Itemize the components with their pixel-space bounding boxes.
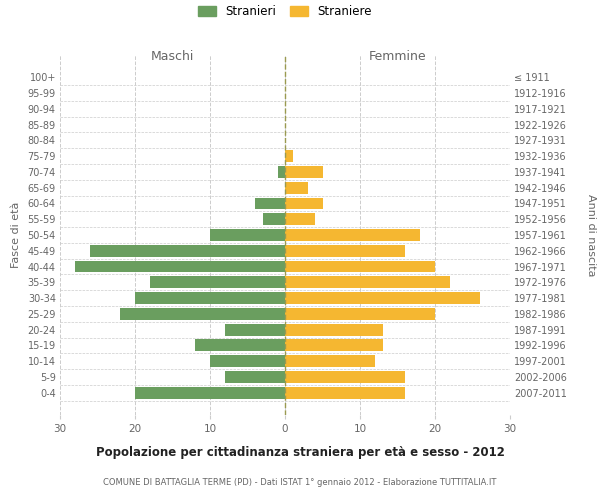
Bar xyxy=(277,166,285,178)
Text: Femmine: Femmine xyxy=(368,50,427,63)
Bar xyxy=(195,340,285,351)
Bar xyxy=(285,198,323,209)
Bar xyxy=(90,245,285,256)
Bar xyxy=(285,356,375,367)
Bar xyxy=(285,371,405,383)
Bar xyxy=(255,198,285,209)
Bar xyxy=(285,308,435,320)
Bar xyxy=(120,308,285,320)
Bar xyxy=(135,387,285,398)
Bar xyxy=(285,150,293,162)
Bar xyxy=(285,166,323,178)
Bar xyxy=(285,276,450,288)
Bar xyxy=(135,292,285,304)
Bar xyxy=(285,229,420,241)
Bar xyxy=(285,292,480,304)
Legend: Stranieri, Straniere: Stranieri, Straniere xyxy=(198,5,372,18)
Bar xyxy=(285,245,405,256)
Bar xyxy=(285,387,405,398)
Y-axis label: Anni di nascita: Anni di nascita xyxy=(586,194,596,276)
Bar xyxy=(210,229,285,241)
Bar xyxy=(285,340,383,351)
Y-axis label: Fasce di età: Fasce di età xyxy=(11,202,20,268)
Text: Maschi: Maschi xyxy=(151,50,194,63)
Bar xyxy=(285,324,383,336)
Bar xyxy=(285,182,308,194)
Bar xyxy=(210,356,285,367)
Bar xyxy=(225,371,285,383)
Text: COMUNE DI BATTAGLIA TERME (PD) - Dati ISTAT 1° gennaio 2012 - Elaborazione TUTTI: COMUNE DI BATTAGLIA TERME (PD) - Dati IS… xyxy=(103,478,497,487)
Bar xyxy=(263,214,285,225)
Bar xyxy=(225,324,285,336)
Bar xyxy=(285,214,315,225)
Bar xyxy=(285,260,435,272)
Bar xyxy=(150,276,285,288)
Bar xyxy=(75,260,285,272)
Text: Popolazione per cittadinanza straniera per età e sesso - 2012: Popolazione per cittadinanza straniera p… xyxy=(95,446,505,459)
